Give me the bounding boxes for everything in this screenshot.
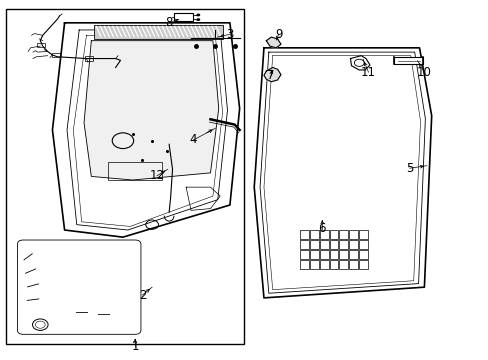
Bar bbox=[52, 53, 60, 58]
Bar bbox=[309, 240, 318, 249]
Bar bbox=[329, 250, 338, 259]
Circle shape bbox=[196, 18, 200, 21]
Bar bbox=[174, 13, 193, 21]
Bar bbox=[108, 162, 162, 180]
Bar bbox=[358, 240, 367, 249]
Text: 11: 11 bbox=[360, 66, 375, 78]
Bar bbox=[94, 24, 222, 39]
Polygon shape bbox=[254, 48, 431, 298]
Bar bbox=[339, 250, 347, 259]
Bar bbox=[300, 240, 308, 249]
Polygon shape bbox=[84, 41, 218, 180]
Text: 6: 6 bbox=[318, 222, 325, 235]
Polygon shape bbox=[266, 37, 281, 48]
Bar bbox=[348, 240, 357, 249]
Bar bbox=[37, 43, 45, 48]
Bar bbox=[309, 230, 318, 239]
Bar bbox=[329, 230, 338, 239]
Bar bbox=[6, 9, 244, 344]
Bar bbox=[358, 260, 367, 269]
Bar bbox=[300, 260, 308, 269]
Text: 10: 10 bbox=[416, 66, 431, 78]
Text: 3: 3 bbox=[226, 28, 233, 41]
Bar bbox=[300, 250, 308, 259]
Bar bbox=[348, 260, 357, 269]
Bar bbox=[309, 250, 318, 259]
Bar bbox=[339, 260, 347, 269]
Text: 8: 8 bbox=[165, 16, 172, 29]
Bar bbox=[329, 260, 338, 269]
Circle shape bbox=[196, 14, 200, 17]
Bar bbox=[85, 57, 93, 61]
Bar bbox=[309, 260, 318, 269]
Bar bbox=[339, 240, 347, 249]
Bar bbox=[348, 250, 357, 259]
Text: 5: 5 bbox=[406, 162, 413, 175]
Text: 9: 9 bbox=[274, 28, 282, 41]
Bar bbox=[300, 230, 308, 239]
Bar bbox=[319, 230, 328, 239]
Bar bbox=[319, 240, 328, 249]
Text: 2: 2 bbox=[139, 288, 146, 302]
Polygon shape bbox=[52, 23, 239, 237]
Text: 12: 12 bbox=[149, 169, 164, 182]
Bar bbox=[358, 230, 367, 239]
Bar bbox=[339, 230, 347, 239]
Bar bbox=[329, 240, 338, 249]
Bar bbox=[358, 250, 367, 259]
Text: 4: 4 bbox=[189, 134, 197, 147]
Bar bbox=[319, 250, 328, 259]
FancyBboxPatch shape bbox=[18, 240, 141, 334]
Text: 7: 7 bbox=[267, 69, 274, 82]
Bar bbox=[393, 58, 423, 64]
Polygon shape bbox=[264, 67, 281, 82]
Bar bbox=[348, 230, 357, 239]
Bar bbox=[319, 260, 328, 269]
Text: 1: 1 bbox=[131, 339, 139, 352]
